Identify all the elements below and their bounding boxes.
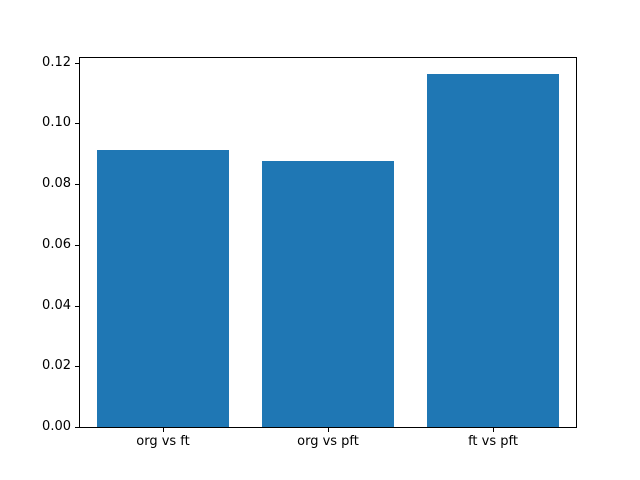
y-tick-mark — [75, 245, 79, 246]
y-tick-label: 0.06 — [42, 237, 71, 252]
y-tick-label: 0.10 — [42, 115, 71, 130]
plot-area — [79, 57, 577, 428]
y-tick-mark — [75, 306, 79, 307]
y-tick-label: 0.02 — [42, 358, 71, 373]
bar-org-vs-ft — [97, 150, 229, 427]
x-tick-label-ft-vs-pft: ft vs pft — [468, 434, 518, 449]
y-tick-mark — [75, 366, 79, 367]
y-tick-label: 0.08 — [42, 176, 71, 191]
y-tick-mark — [75, 427, 79, 428]
y-tick-label: 0.04 — [42, 298, 71, 313]
x-tick-label-org-vs-ft: org vs ft — [136, 434, 190, 449]
x-tick-label-org-vs-pft: org vs pft — [297, 434, 359, 449]
y-tick-mark — [75, 63, 79, 64]
bar-org-vs-pft — [262, 161, 394, 427]
y-tick-label: 0.00 — [42, 419, 71, 434]
y-tick-mark — [75, 184, 79, 185]
y-tick-label: 0.12 — [42, 55, 71, 70]
x-tick-mark — [493, 428, 494, 432]
x-tick-mark — [328, 428, 329, 432]
x-tick-mark — [163, 428, 164, 432]
y-tick-mark — [75, 123, 79, 124]
bar-ft-vs-pft — [427, 74, 559, 427]
